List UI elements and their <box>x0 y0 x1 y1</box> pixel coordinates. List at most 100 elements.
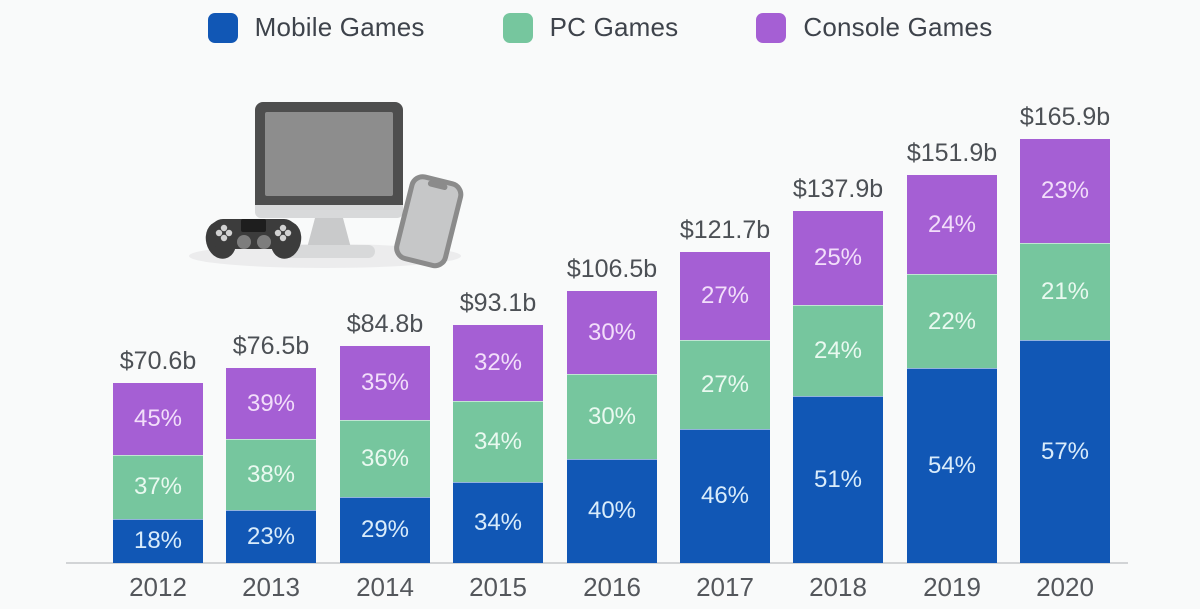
stacked-bar: 32% 34% 34% <box>453 325 543 564</box>
legend-swatch <box>502 12 533 43</box>
legend-label: PC Games <box>549 12 679 42</box>
bar-total-label: $165.9b <box>1019 103 1111 131</box>
bar-group-2018: $137.9b 25% 24% 51% 2018 <box>793 175 883 602</box>
segment-percent-label: 23% <box>246 523 296 551</box>
x-axis-label: 2017 <box>696 572 754 602</box>
segment-percent-label: 24% <box>813 336 863 364</box>
bar-total-label: $137.9b <box>792 175 884 203</box>
segment-percent-label: 27% <box>700 281 750 309</box>
legend-item-console-games: Console Games <box>756 12 992 43</box>
segment-percent-label: 30% <box>587 318 637 346</box>
bar-group-2012: $70.6b 45% 37% 18% 2012 <box>113 347 203 602</box>
segment-percent-label: 37% <box>133 473 183 501</box>
bar-total-label: $93.1b <box>459 289 537 317</box>
bar-group-2015: $93.1b 32% 34% 34% 2015 <box>453 289 543 602</box>
x-axis-label: 2018 <box>809 572 867 602</box>
segment-percent-label: 38% <box>246 461 296 489</box>
bar-group-2020: $165.9b 23% 21% 57% 2020 <box>1020 103 1110 602</box>
segment-mobile-games: 40% <box>567 458 657 564</box>
bar-group-2017: $121.7b 27% 27% 46% 2017 <box>680 216 770 602</box>
segment-pc-games: 36% <box>340 420 430 497</box>
segment-mobile-games: 54% <box>907 368 997 563</box>
segment-percent-label: 24% <box>927 210 977 238</box>
legend-swatch <box>207 12 238 43</box>
bar-total-label: $76.5b <box>232 332 310 360</box>
segment-pc-games: 37% <box>113 454 203 519</box>
segment-percent-label: 30% <box>587 403 637 431</box>
segment-percent-label: 39% <box>246 389 296 417</box>
segment-console-games: 32% <box>453 325 543 402</box>
segment-percent-label: 45% <box>133 404 183 432</box>
legend-item-pc-games: PC Games <box>502 12 679 43</box>
stacked-bar: 27% 27% 46% <box>680 252 770 563</box>
segment-pc-games: 27% <box>680 339 770 429</box>
segment-pc-games: 22% <box>907 274 997 369</box>
gamepad-icon <box>205 219 302 259</box>
legend-item-mobile-games: Mobile Games <box>207 12 425 43</box>
x-axis-label: 2012 <box>129 572 187 602</box>
stacked-bar: 24% 22% 54% <box>907 175 997 563</box>
segment-console-games: 27% <box>680 252 770 340</box>
desktop-monitor-icon <box>255 102 403 258</box>
x-axis-label: 2015 <box>469 572 527 602</box>
segment-percent-label: 54% <box>927 452 977 480</box>
segment-mobile-games: 34% <box>453 482 543 564</box>
segment-percent-label: 29% <box>360 516 410 544</box>
smartphone-icon <box>394 174 464 269</box>
stacked-bar: 23% 21% 57% <box>1020 139 1110 563</box>
segment-mobile-games: 29% <box>340 496 430 563</box>
segment-pc-games: 38% <box>226 439 316 511</box>
gaming-devices-illustration <box>189 102 464 269</box>
segment-console-games: 30% <box>567 291 657 375</box>
segment-percent-label: 36% <box>360 444 410 472</box>
x-axis-label: 2013 <box>242 572 300 602</box>
bar-group-2014: $84.8b 35% 36% 29% 2014 <box>340 310 430 602</box>
segment-console-games: 45% <box>113 383 203 455</box>
segment-pc-games: 21% <box>1020 242 1110 341</box>
segment-percent-label: 32% <box>473 349 523 377</box>
segment-percent-label: 27% <box>700 370 750 398</box>
segment-percent-label: 22% <box>927 307 977 335</box>
legend-label: Mobile Games <box>254 12 425 42</box>
segment-mobile-games: 51% <box>793 396 883 563</box>
segment-percent-label: 21% <box>1040 278 1090 306</box>
segment-percent-label: 35% <box>360 369 410 397</box>
segment-percent-label: 18% <box>133 527 183 555</box>
segment-pc-games: 24% <box>793 304 883 397</box>
segment-percent-label: 34% <box>473 509 523 537</box>
bar-total-label: $151.9b <box>906 139 998 167</box>
segment-console-games: 24% <box>907 175 997 275</box>
segment-mobile-games: 46% <box>680 428 770 563</box>
bar-total-label: $70.6b <box>119 347 197 375</box>
x-axis-label: 2014 <box>356 572 414 602</box>
x-axis-label: 2019 <box>923 572 981 602</box>
stacked-bar: 25% 24% 51% <box>793 211 883 563</box>
segment-pc-games: 30% <box>567 374 657 459</box>
bar-total-label: $106.5b <box>566 255 658 283</box>
segment-console-games: 23% <box>1020 139 1110 243</box>
segment-percent-label: 34% <box>473 428 523 456</box>
bar-total-label: $84.8b <box>346 310 424 338</box>
segment-mobile-games: 23% <box>226 510 316 563</box>
stacked-bar: 45% 37% 18% <box>113 383 203 563</box>
x-axis-label: 2016 <box>583 572 641 602</box>
bar-group-2016: $106.5b 30% 30% 40% 2016 <box>567 255 657 602</box>
segment-percent-label: 25% <box>813 243 863 271</box>
legend-swatch <box>756 12 787 43</box>
bar-total-label: $121.7b <box>679 216 771 244</box>
segment-console-games: 39% <box>226 368 316 440</box>
segment-console-games: 25% <box>793 211 883 305</box>
stacked-bar: 35% 36% 29% <box>340 346 430 563</box>
segment-percent-label: 23% <box>1040 176 1090 204</box>
legend: Mobile Games PC Games Console Games <box>0 12 1200 43</box>
segment-percent-label: 57% <box>1040 438 1090 466</box>
segment-percent-label: 51% <box>813 466 863 494</box>
segment-mobile-games: 57% <box>1020 340 1110 563</box>
segment-mobile-games: 18% <box>113 518 203 563</box>
segment-percent-label: 46% <box>700 482 750 510</box>
bar-group-2019: $151.9b 24% 22% 54% 2019 <box>907 139 997 602</box>
x-axis-label: 2020 <box>1036 572 1094 602</box>
legend-label: Console Games <box>803 12 993 42</box>
segment-console-games: 35% <box>340 346 430 421</box>
